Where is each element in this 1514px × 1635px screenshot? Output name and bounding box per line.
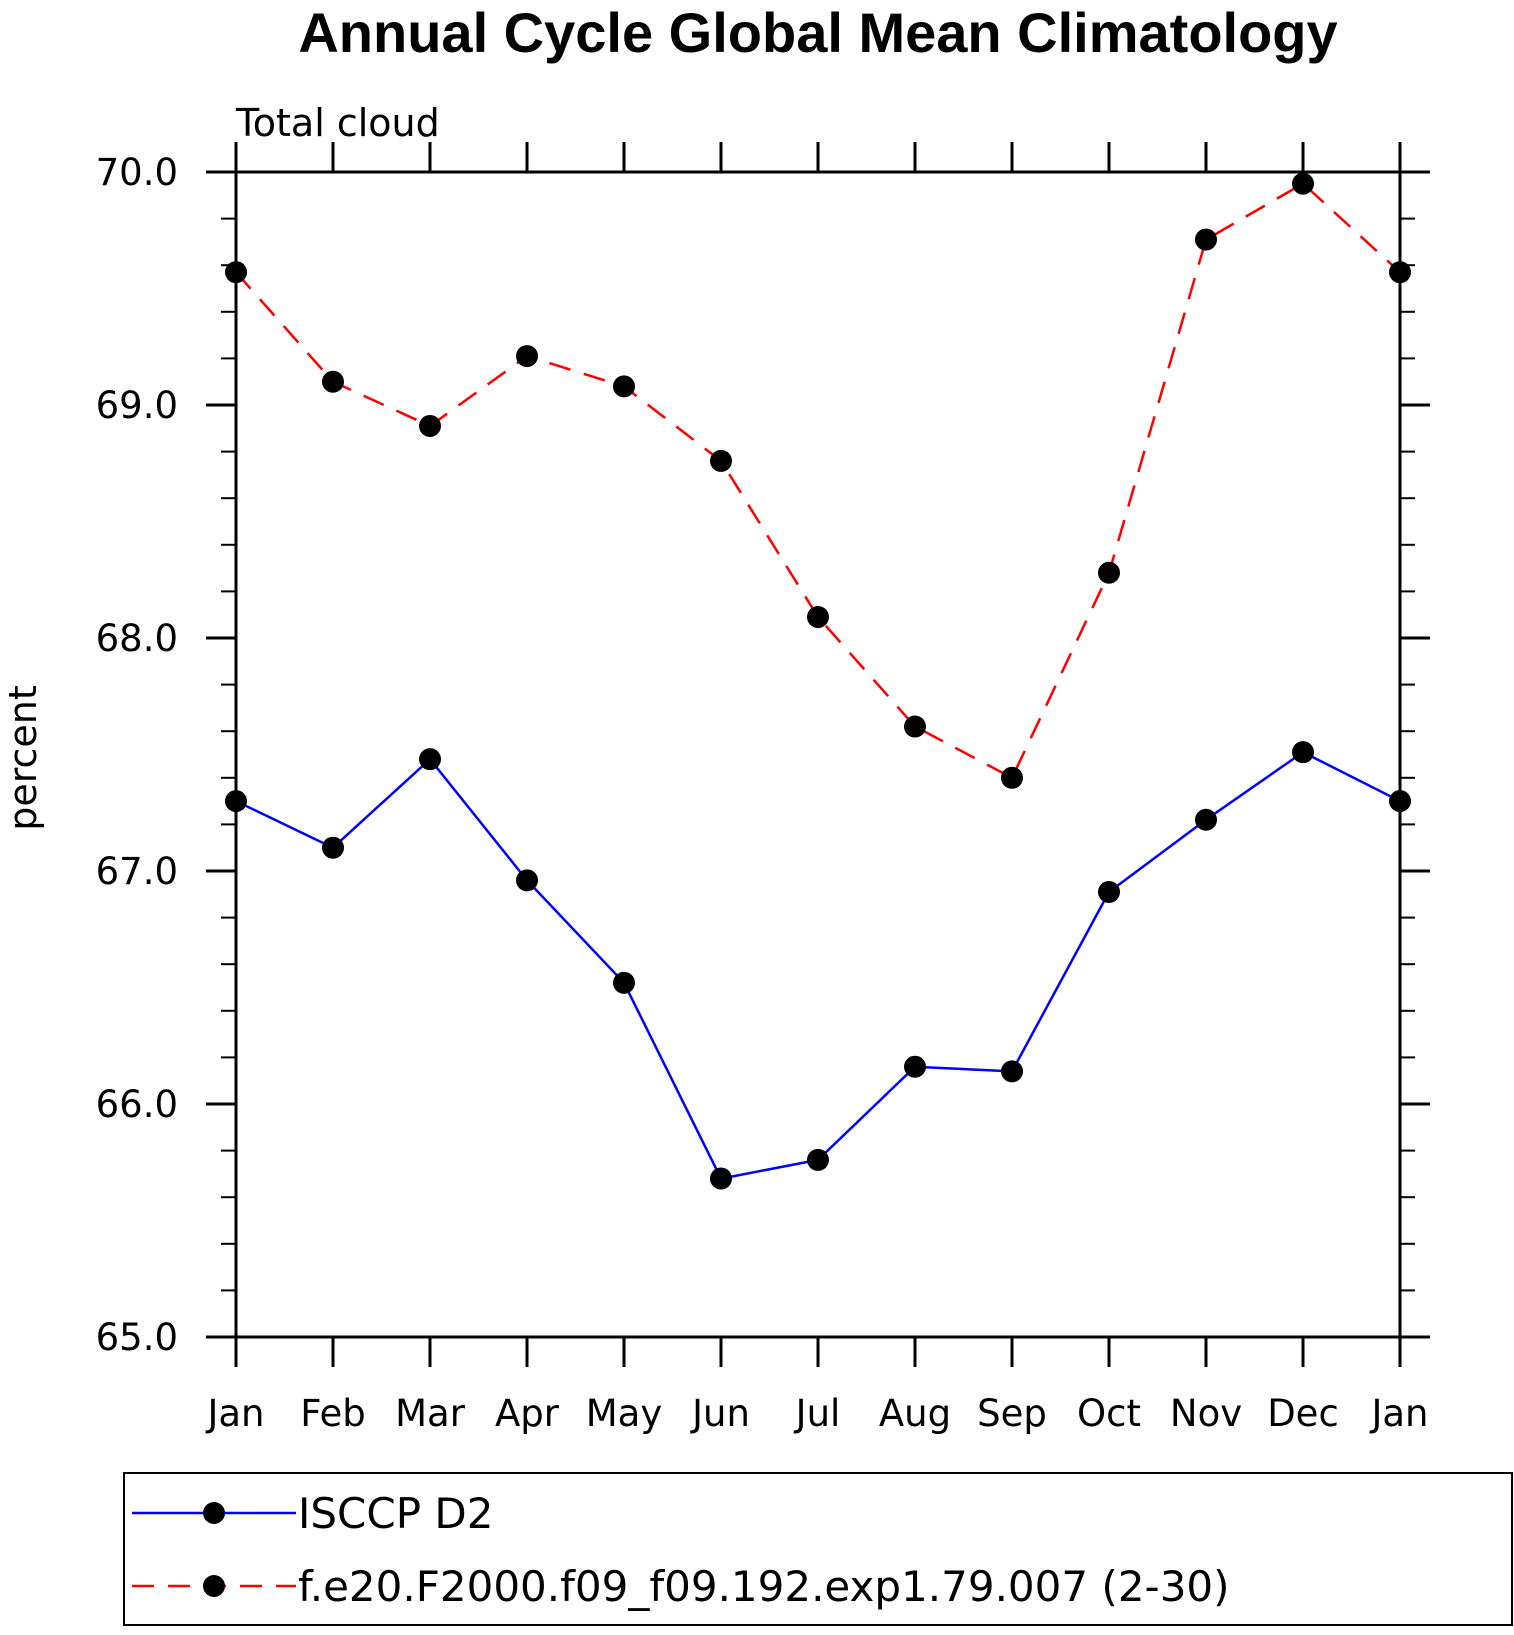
chart-title: Annual Cycle Global Mean Climatology <box>298 1 1337 64</box>
data-point <box>1001 1060 1023 1083</box>
data-point <box>1098 880 1120 903</box>
x-tick-label: Dec <box>1267 1392 1339 1435</box>
y-tick-label: 66.0 <box>96 1083 178 1126</box>
data-point <box>225 790 247 813</box>
series-layer <box>225 172 1411 1190</box>
data-point <box>710 449 732 472</box>
y-axis-label: percent <box>1 685 45 831</box>
x-tick-label: Mar <box>395 1392 466 1435</box>
data-point <box>613 375 635 398</box>
data-point <box>1195 228 1217 251</box>
data-point <box>516 345 538 368</box>
series-line-2 <box>235 182 1401 780</box>
x-tick-label: Feb <box>300 1392 366 1435</box>
series-line-1 <box>235 750 1401 1180</box>
data-point <box>904 1055 926 1078</box>
legend-label: f.e20.F2000.f09_f09.192.exp1.79.007 (2-3… <box>298 1562 1230 1611</box>
data-point <box>613 971 635 994</box>
data-point <box>807 1148 829 1171</box>
data-point <box>807 606 829 629</box>
x-tick-label: Jun <box>690 1392 750 1435</box>
data-point <box>322 370 344 393</box>
legend: ISCCP D2 f.e20.F2000.f09_f09.192.exp1.79.… <box>123 1472 1513 1626</box>
data-point <box>1001 766 1023 789</box>
data-point <box>516 869 538 892</box>
data-point <box>904 715 926 738</box>
x-tick-label: Sep <box>977 1392 1047 1435</box>
legend-marker <box>203 1575 225 1597</box>
legend-box <box>123 1472 1513 1626</box>
data-point <box>710 1167 732 1190</box>
chart-subtitle: Total cloud <box>235 101 440 145</box>
data-point <box>1389 261 1411 284</box>
data-point <box>225 261 247 284</box>
x-tick-label: Jan <box>205 1392 264 1435</box>
y-tick-label: 67.0 <box>96 850 178 893</box>
data-point <box>1292 172 1314 195</box>
y-tick-label: 65.0 <box>96 1316 178 1359</box>
axes: Jan Feb Mar Apr May Jun Jul Aug Sep Oct Nov Dec Jan 6… <box>96 142 1430 1435</box>
data-point <box>419 748 441 771</box>
y-tick-label: 68.0 <box>96 617 178 660</box>
legend-marker <box>203 1502 225 1524</box>
x-tick-label: May <box>586 1392 663 1435</box>
x-tick-label: Oct <box>1077 1392 1141 1435</box>
x-tick-label: Aug <box>879 1392 951 1435</box>
y-tick-label: 70.0 <box>96 151 178 194</box>
x-tick-label: Apr <box>495 1392 560 1435</box>
x-tick-label: Nov <box>1170 1392 1242 1435</box>
x-tick-label: Jul <box>794 1392 841 1435</box>
data-point <box>1292 741 1314 764</box>
data-point <box>1389 790 1411 813</box>
x-tick-label: Jan <box>1369 1392 1428 1435</box>
data-point <box>322 836 344 859</box>
data-point <box>419 414 441 437</box>
legend-label: ISCCP D2 <box>298 1489 493 1538</box>
data-point <box>1098 561 1120 584</box>
data-point <box>1195 808 1217 831</box>
y-tick-label: 69.0 <box>96 384 178 427</box>
